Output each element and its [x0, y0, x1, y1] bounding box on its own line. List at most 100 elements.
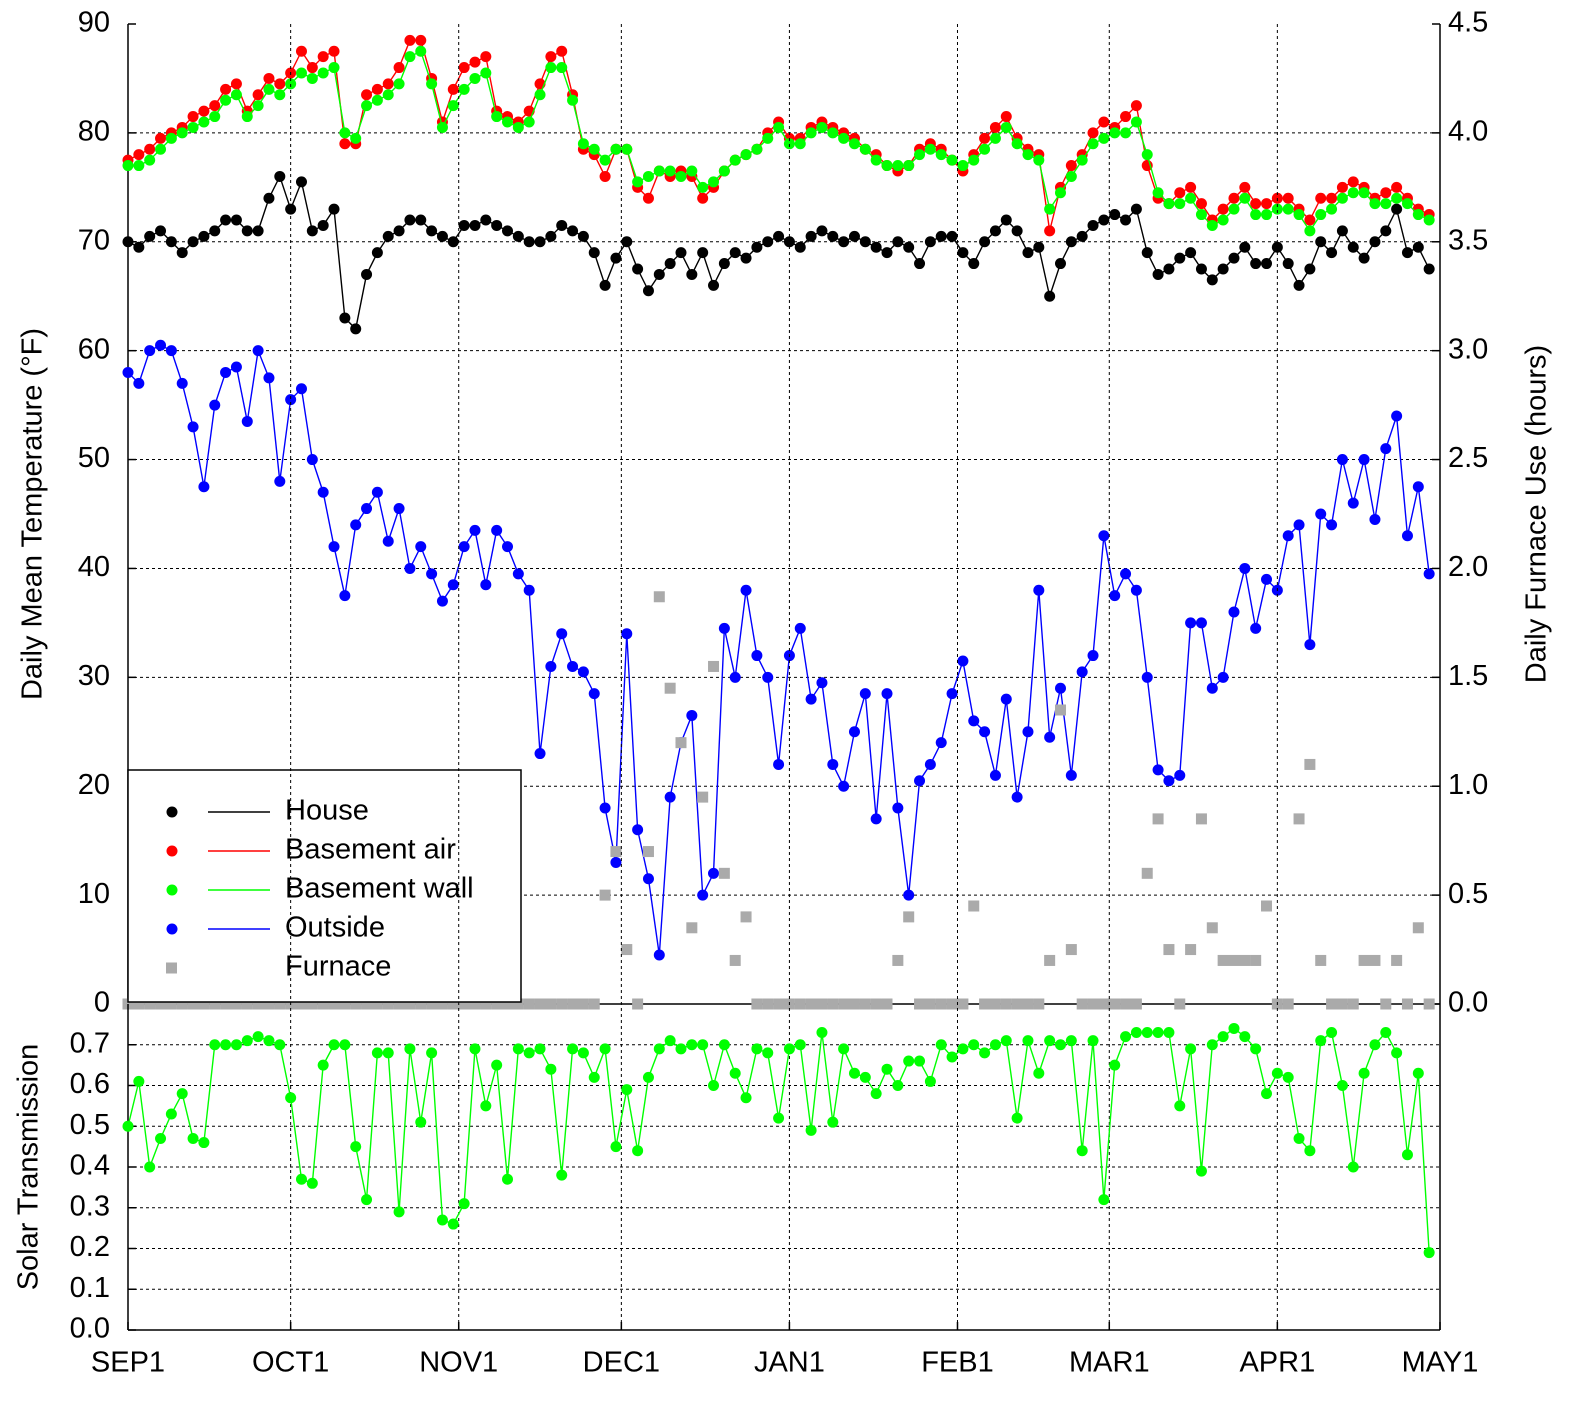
marker: [848, 726, 860, 738]
marker: [371, 486, 383, 498]
marker: [870, 998, 882, 1010]
marker: [165, 998, 177, 1010]
marker: [989, 225, 1001, 237]
marker: [252, 225, 264, 237]
marker: [979, 1047, 991, 1059]
marker: [892, 236, 904, 248]
x-tick-label: JAN1: [754, 1347, 825, 1379]
marker: [1250, 954, 1262, 966]
marker: [718, 258, 730, 270]
marker: [632, 263, 644, 275]
marker: [957, 655, 969, 667]
marker: [458, 83, 470, 95]
marker: [133, 998, 145, 1010]
y-axis-title: Solar Transmission: [13, 1044, 45, 1291]
marker: [903, 160, 915, 172]
marker: [1282, 258, 1294, 270]
x-tick-label: FEB1: [921, 1347, 994, 1379]
marker: [306, 72, 318, 84]
marker: [729, 154, 741, 166]
marker: [545, 1063, 557, 1075]
marker: [144, 154, 156, 166]
marker: [447, 236, 459, 248]
marker: [1033, 1067, 1045, 1079]
marker: [187, 998, 199, 1010]
marker: [176, 247, 188, 259]
marker: [545, 62, 557, 74]
marker: [274, 170, 286, 182]
marker: [1011, 225, 1023, 237]
marker: [1401, 998, 1413, 1010]
marker: [686, 709, 698, 721]
marker: [480, 214, 492, 226]
marker: [610, 1141, 622, 1153]
marker: [512, 230, 524, 242]
marker: [838, 780, 850, 792]
marker: [838, 236, 850, 248]
marker: [1195, 617, 1207, 629]
marker: [285, 203, 297, 215]
marker: [914, 775, 926, 787]
marker: [252, 1031, 264, 1043]
marker: [1347, 998, 1359, 1010]
legend-marker: [166, 962, 177, 974]
marker: [198, 1137, 210, 1149]
marker: [1141, 867, 1153, 879]
marker: [426, 78, 438, 90]
marker: [371, 1047, 383, 1059]
marker: [317, 219, 329, 231]
marker: [220, 1039, 232, 1051]
marker: [469, 998, 481, 1010]
marker: [1033, 154, 1045, 166]
marker: [545, 660, 557, 672]
marker: [1271, 203, 1283, 215]
marker: [382, 1047, 394, 1059]
marker: [946, 230, 958, 242]
marker: [176, 377, 188, 389]
marker: [664, 165, 676, 177]
marker: [1044, 290, 1056, 302]
x-tick-label: NOV1: [419, 1347, 498, 1379]
marker: [708, 279, 720, 291]
marker: [328, 1039, 340, 1051]
marker: [1195, 209, 1207, 221]
marker: [642, 285, 654, 297]
marker: [1120, 111, 1132, 123]
marker: [859, 688, 871, 700]
marker: [675, 170, 687, 182]
marker: [740, 584, 752, 596]
marker: [209, 998, 221, 1010]
marker: [979, 143, 991, 155]
marker: [415, 541, 427, 553]
marker: [1315, 1035, 1327, 1047]
legend-label: House: [285, 795, 369, 827]
marker: [1120, 127, 1132, 139]
x-tick-label: MAY1: [1402, 1347, 1479, 1379]
marker: [1152, 187, 1164, 199]
marker: [328, 62, 340, 74]
marker: [1152, 764, 1164, 776]
marker: [122, 1120, 134, 1132]
marker: [935, 737, 947, 749]
marker: [1185, 617, 1197, 629]
marker: [827, 127, 839, 139]
marker: [859, 1071, 871, 1083]
marker: [306, 1177, 318, 1189]
marker: [241, 111, 253, 123]
marker: [1109, 209, 1121, 221]
marker: [1022, 149, 1034, 161]
marker: [848, 1067, 860, 1079]
marker: [1358, 454, 1370, 466]
marker: [436, 998, 448, 1010]
marker: [1250, 209, 1262, 221]
marker: [621, 236, 633, 248]
marker: [1185, 1043, 1197, 1055]
y-tick-label: 0.7: [70, 1027, 110, 1059]
marker: [989, 132, 1001, 144]
marker: [534, 1043, 546, 1055]
marker: [285, 78, 297, 90]
marker: [1423, 568, 1435, 580]
y-tick-label: 40: [78, 551, 110, 583]
marker: [1391, 203, 1403, 215]
